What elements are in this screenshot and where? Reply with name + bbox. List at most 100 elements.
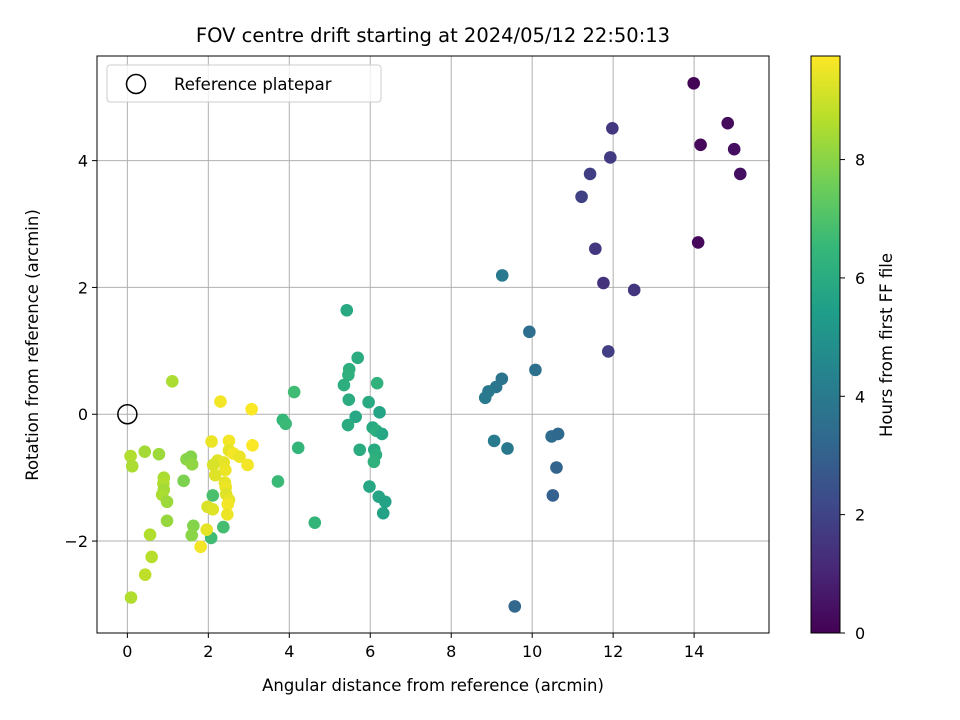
scatter-point bbox=[221, 497, 235, 511]
x-tick-label: 0 bbox=[122, 642, 132, 661]
scatter-point bbox=[351, 351, 365, 365]
scatter-point bbox=[177, 474, 190, 488]
scatter-point bbox=[205, 435, 218, 448]
scatter-point bbox=[353, 443, 367, 457]
scatter-point bbox=[143, 528, 157, 542]
scatter-point bbox=[376, 506, 390, 520]
scatter-point bbox=[208, 468, 222, 482]
scatter-point bbox=[241, 458, 254, 472]
scatter-point bbox=[501, 442, 514, 455]
legend: Reference platepar bbox=[106, 64, 382, 103]
x-tick-label: 14 bbox=[684, 642, 704, 661]
y-tick-label: 2 bbox=[78, 278, 88, 297]
x-tick-label: 6 bbox=[365, 642, 375, 661]
axes-frame bbox=[96, 55, 770, 634]
scatter-point bbox=[206, 503, 220, 516]
scatter-point bbox=[124, 591, 138, 604]
colorbar-tick-label: 6 bbox=[855, 269, 865, 288]
scatter-point bbox=[508, 600, 522, 613]
scatter-point bbox=[125, 459, 139, 473]
x-tick-label: 4 bbox=[284, 642, 294, 661]
scatter-point bbox=[546, 489, 560, 502]
x-tick-label: 2 bbox=[203, 642, 213, 661]
scatter-point bbox=[187, 519, 200, 533]
scatter-point bbox=[200, 523, 214, 536]
scatter-point bbox=[185, 529, 199, 542]
scatter-point bbox=[495, 269, 509, 282]
scatter-point bbox=[575, 190, 588, 204]
scatter-point bbox=[721, 116, 735, 130]
scatter-point bbox=[341, 418, 355, 432]
scatter-point bbox=[363, 480, 376, 493]
scatter-point bbox=[727, 142, 741, 156]
chart-title: FOV centre drift starting at 2024/05/12 … bbox=[196, 24, 670, 47]
scatter-point bbox=[185, 458, 199, 471]
reference-point bbox=[117, 403, 138, 425]
scatter-point bbox=[687, 76, 701, 90]
scatter-point bbox=[206, 489, 220, 502]
data-points bbox=[124, 76, 747, 613]
scatter-point bbox=[370, 376, 384, 390]
colorbar-gradient bbox=[810, 55, 841, 634]
scatter-point bbox=[145, 550, 158, 564]
y-axis-label: Rotation from reference (arcmin) bbox=[23, 209, 42, 481]
scatter-point bbox=[138, 445, 152, 458]
scatter-point bbox=[342, 393, 356, 406]
scatter-point bbox=[694, 138, 707, 152]
scatter-point bbox=[551, 427, 565, 441]
scatter-point bbox=[271, 475, 285, 488]
scatter-point bbox=[246, 439, 259, 452]
scatter-point bbox=[221, 508, 234, 521]
x-tick-label: 8 bbox=[446, 642, 456, 661]
scatter-point bbox=[214, 395, 227, 408]
scatter-point bbox=[691, 236, 705, 249]
x-tick-label: 12 bbox=[603, 642, 623, 661]
scatter-point bbox=[597, 276, 610, 290]
scatter-point bbox=[589, 242, 602, 256]
colorbar-ticks: 0 2 4 6 8 bbox=[840, 151, 865, 643]
scatter-point bbox=[160, 495, 174, 509]
scatter-point bbox=[138, 568, 152, 581]
scatter-point bbox=[601, 345, 615, 358]
scatter-point bbox=[245, 402, 258, 416]
scatter-point bbox=[378, 495, 392, 509]
scatter-point bbox=[627, 283, 641, 297]
scatter-point bbox=[604, 151, 617, 164]
scatter-point bbox=[733, 167, 747, 181]
scatter-point bbox=[194, 540, 207, 554]
y-tick-label: 4 bbox=[78, 152, 88, 171]
scatter-point bbox=[375, 427, 389, 441]
scatter-point bbox=[217, 520, 230, 534]
scatter-point bbox=[291, 441, 305, 455]
scatter-point bbox=[308, 516, 322, 529]
colorbar-tick-label: 2 bbox=[855, 506, 865, 525]
scatter-point bbox=[349, 410, 362, 424]
scatter-point bbox=[367, 455, 381, 469]
scatter-point bbox=[342, 368, 355, 382]
scatter-point bbox=[152, 447, 166, 461]
colorbar-tick-label: 8 bbox=[855, 151, 865, 170]
colorbar-tick-label: 0 bbox=[855, 624, 865, 643]
scatter-point bbox=[487, 434, 501, 448]
scatter-point bbox=[362, 395, 375, 409]
scatter-point bbox=[222, 434, 236, 448]
scatter-point bbox=[550, 461, 563, 474]
x-axis-label: Angular distance from reference (arcmin) bbox=[262, 676, 604, 695]
x-tick-label: 10 bbox=[522, 642, 542, 661]
scatter-point bbox=[529, 363, 542, 377]
scatter-point bbox=[340, 303, 354, 317]
scatter-point bbox=[165, 374, 179, 388]
y-tick-label: −2 bbox=[64, 532, 88, 551]
scatter-point bbox=[606, 121, 619, 135]
scatter-point bbox=[523, 325, 536, 339]
scatter-point bbox=[287, 385, 301, 399]
x-axis-ticks: 0 2 4 6 8 10 12 14 bbox=[122, 633, 704, 661]
scatter-point bbox=[206, 458, 220, 472]
colorbar-label: Hours from first FF file bbox=[877, 253, 896, 437]
scatter-point bbox=[337, 378, 351, 392]
scatter-point bbox=[373, 406, 386, 419]
plot-frame bbox=[96, 55, 770, 634]
scatter-point bbox=[233, 450, 246, 464]
colorbar-tick-label: 4 bbox=[855, 387, 865, 406]
